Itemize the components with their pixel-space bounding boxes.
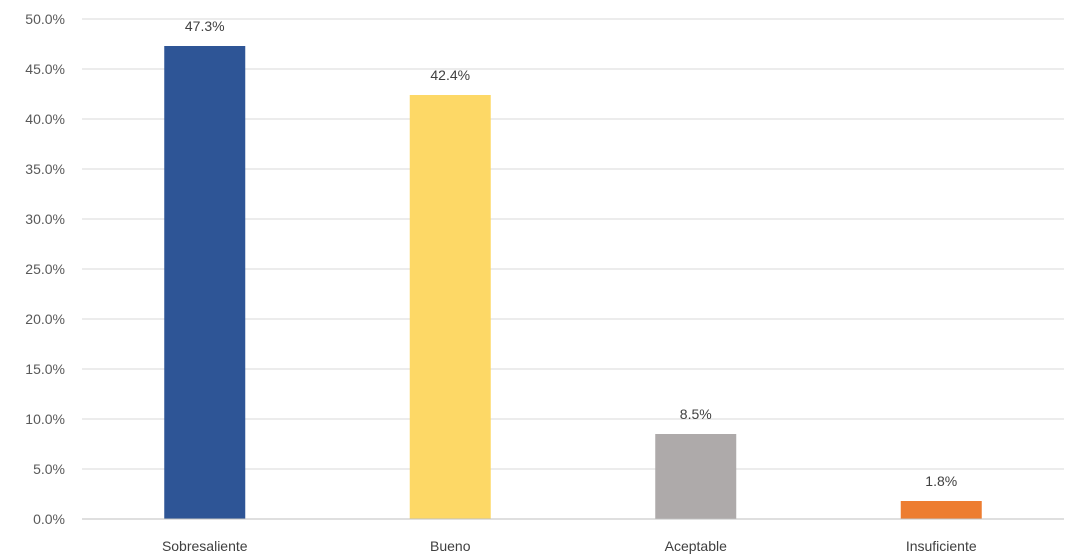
y-tick-label: 20.0%: [25, 311, 65, 327]
y-tick-label: 15.0%: [25, 361, 65, 377]
y-tick-label: 35.0%: [25, 161, 65, 177]
x-tick-label: Aceptable: [665, 538, 727, 554]
y-tick-label: 25.0%: [25, 261, 65, 277]
y-tick-label: 50.0%: [25, 11, 65, 27]
bars: [164, 46, 982, 519]
gridlines: [82, 18, 1064, 470]
bar-insuficiente: [900, 501, 982, 519]
y-tick-label: 30.0%: [25, 211, 65, 227]
y-tick-label: 45.0%: [25, 61, 65, 77]
x-tick-label: Sobresaliente: [162, 538, 248, 554]
data-label: 8.5%: [680, 406, 712, 422]
data-label: 1.8%: [925, 473, 957, 489]
data-label: 47.3%: [185, 18, 225, 34]
y-axis-ticks: 0.0% 5.0% 10.0% 15.0% 20.0% 25.0% 30.0% 35.0% 40…: [25, 11, 65, 527]
bar-bueno: [409, 95, 491, 519]
y-tick-label: 10.0%: [25, 411, 65, 427]
y-tick-label: 40.0%: [25, 111, 65, 127]
x-tick-label: Bueno: [430, 538, 471, 554]
y-tick-label: 5.0%: [33, 461, 65, 477]
bar-aceptable: [655, 434, 737, 519]
y-tick-label: 0.0%: [33, 511, 65, 527]
data-label: 42.4%: [430, 67, 470, 83]
x-axis-labels: Sobresaliente Bueno Aceptable Insuficiente: [162, 538, 977, 554]
x-tick-label: Insuficiente: [906, 538, 977, 554]
data-labels: 47.3% 42.4% 8.5% 1.8%: [185, 18, 957, 489]
bar-sobresaliente: [164, 46, 246, 519]
